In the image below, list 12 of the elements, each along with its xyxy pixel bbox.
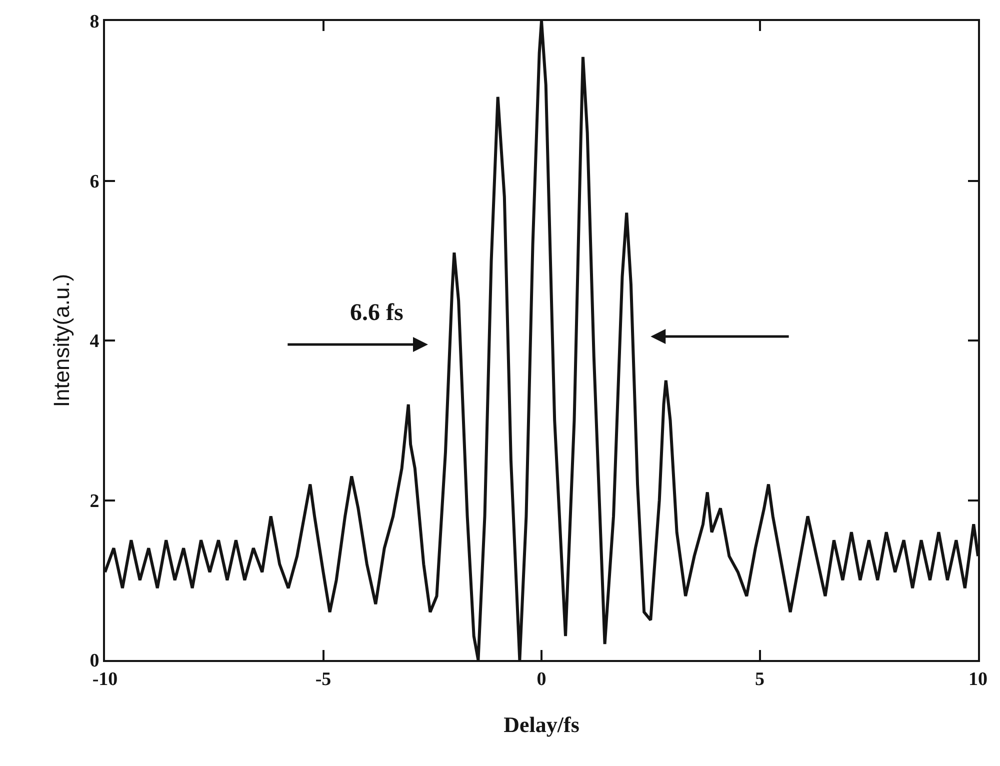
y-tick-label: 8 [90,12,100,33]
line-series [105,21,978,660]
x-tick-label: 0 [536,668,546,690]
x-tick-label: 5 [755,668,764,690]
annotation: 6.6 fs [350,300,404,326]
x-tick-label: -5 [315,668,332,690]
x-axis-title: Delay/fs [504,712,580,738]
y-tick-label: 4 [90,331,100,352]
y-tick-label: 6 [90,171,100,192]
x-tick-label: 10 [968,668,988,690]
y-tick-label: 2 [90,490,100,512]
y-axis-title: Intensity(a.u.) [49,274,74,408]
